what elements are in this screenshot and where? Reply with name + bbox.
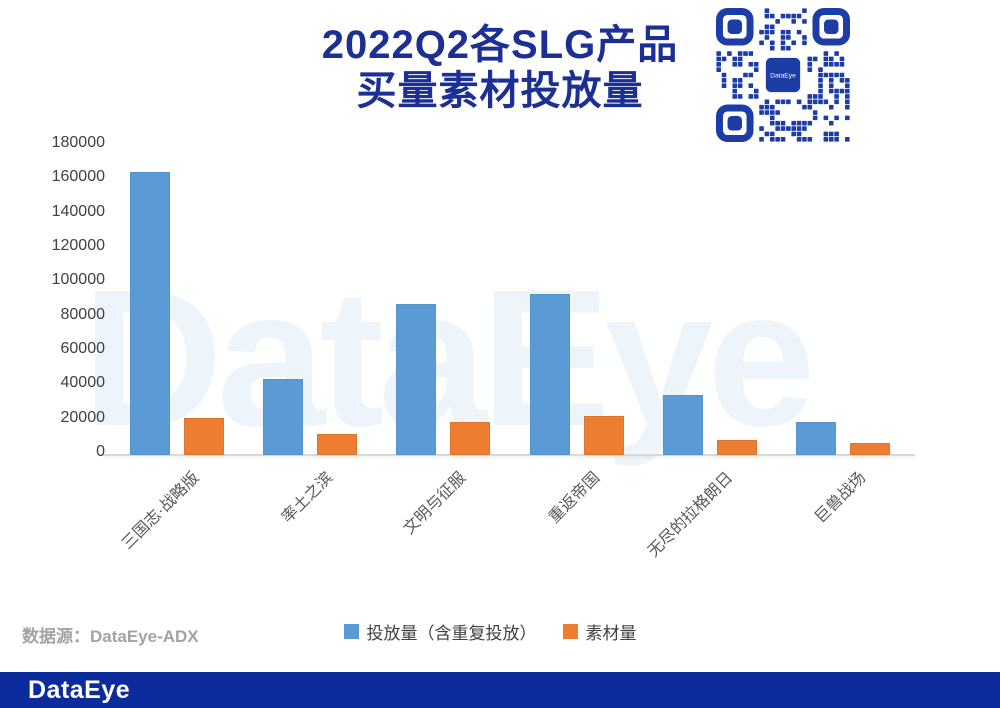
dataeye-logo: DataEye xyxy=(28,676,131,704)
qr-code: DataEye xyxy=(716,8,850,142)
y-axis-tick-label: 20000 xyxy=(60,408,106,426)
page-title-line1: 2022Q2各SLG产品 xyxy=(321,23,679,67)
svg-text:DataEye: DataEye xyxy=(770,72,796,79)
bar-deliveries-2 xyxy=(396,303,437,455)
bar-deliveries-1 xyxy=(263,379,303,455)
legend-swatch-blue xyxy=(343,624,359,639)
bar-materials-5 xyxy=(850,442,891,455)
bar-materials-2 xyxy=(450,422,491,455)
bar-chart: 0 20000 40000 60000 80000 100000 120000 140000 1… xyxy=(0,130,1000,592)
bar-deliveries-5 xyxy=(796,421,837,455)
y-axis-tick-label: 120000 xyxy=(51,237,105,254)
legend-item-deliveries: 投放量（含重复投放） xyxy=(343,619,537,644)
x-axis-line xyxy=(103,454,915,456)
legend-swatch-orange xyxy=(562,624,578,639)
chart-legend: 投放量（含重复投放） 素材量 xyxy=(0,619,990,644)
y-axis-tick-label: 80000 xyxy=(60,305,106,323)
y-axis-tick-label: 40000 xyxy=(60,374,106,392)
y-axis-tick-label: 0 xyxy=(96,443,105,460)
page-title: 2022Q2各SLG产品 买量素材投放量 xyxy=(0,22,1000,115)
legend-label-materials: 素材量 xyxy=(585,624,637,643)
legend-label-deliveries: 投放量（含重复投放） xyxy=(366,624,537,643)
bar-deliveries-4 xyxy=(663,394,703,455)
y-axis-tick-label: 140000 xyxy=(51,202,105,220)
y-axis-tick-label: 60000 xyxy=(60,340,106,357)
legend-item-materials: 素材量 xyxy=(562,619,637,644)
data-source-label: 数据源：DataEye-ADX xyxy=(22,627,199,646)
x-axis-label: 巨兽战场 xyxy=(812,469,870,527)
page-title-line2: 买量素材投放量 xyxy=(356,69,644,114)
y-axis-tick-label: 180000 xyxy=(51,134,105,151)
y-axis-tick-label: 100000 xyxy=(51,271,105,289)
bar-materials-4 xyxy=(717,440,757,455)
bar-deliveries-0 xyxy=(129,171,170,455)
y-axis-tick-label: 160000 xyxy=(51,168,105,186)
footer-bar: DataEye xyxy=(0,672,1000,708)
bar-materials-3 xyxy=(583,416,624,455)
bar-materials-0 xyxy=(183,418,224,455)
bar-materials-1 xyxy=(317,434,357,455)
bar-deliveries-3 xyxy=(529,293,570,455)
